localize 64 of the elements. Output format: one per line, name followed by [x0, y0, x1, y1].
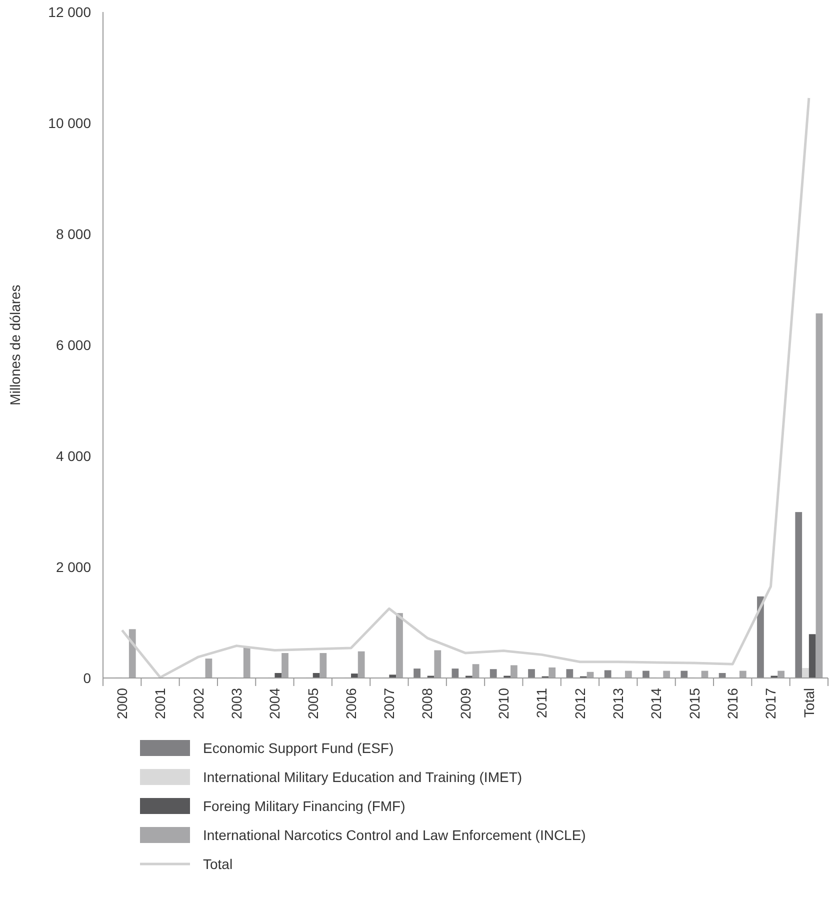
x-tick-label: 2006	[342, 688, 359, 720]
x-tick-label: 2004	[266, 688, 283, 720]
x-tick-label: 2010	[496, 688, 512, 720]
legend-label: Economic Support Fund (ESF)	[203, 740, 394, 756]
y-tick-label: 10 000	[48, 114, 92, 131]
bar	[205, 658, 212, 678]
legend-label: International Narcotics Control and Law Enforcement (INCLE)	[203, 826, 586, 843]
bar	[663, 670, 670, 678]
legend-label: International Military Education and Training (IMET)	[203, 768, 522, 785]
y-tick-label: 2 000	[56, 558, 92, 575]
x-tick-label: Total	[800, 688, 817, 718]
x-tick-label: 2014	[648, 688, 664, 720]
bar	[604, 670, 612, 678]
x-tick-label: 2002	[190, 688, 206, 720]
y-tick-label: 4 000	[56, 448, 92, 464]
bar	[795, 512, 802, 678]
y-tick-label: 8 000	[56, 226, 92, 242]
y-tick-label: 12 000	[48, 4, 92, 20]
x-tick-label: 2007	[381, 688, 398, 720]
x-tick-label: 2008	[419, 688, 436, 720]
x-tick-label: 2001	[152, 688, 168, 720]
bar	[528, 669, 535, 678]
x-tick-label: 2016	[724, 688, 741, 720]
bar	[802, 668, 809, 678]
bar	[282, 653, 288, 678]
y-axis-title: Millones de dólares	[7, 284, 23, 406]
x-tick-label: 2009	[457, 688, 474, 720]
bar	[389, 674, 396, 678]
bar	[548, 667, 556, 678]
x-tick-label: 2012	[572, 688, 588, 720]
x-tick-label: 2000	[114, 688, 130, 720]
x-tick-label: 2011	[534, 688, 550, 718]
bar	[566, 669, 574, 678]
bar	[757, 596, 764, 678]
bar	[243, 646, 250, 678]
x-tick-label: 2003	[228, 688, 244, 720]
bar	[625, 670, 632, 678]
bar	[414, 668, 420, 678]
bar	[490, 669, 497, 678]
x-tick-label: 2017	[762, 688, 779, 720]
bar	[452, 668, 459, 678]
x-tick-label: 2005	[304, 688, 321, 720]
y-tick-label: 0	[83, 670, 92, 686]
bar	[351, 674, 358, 678]
x-tick-label: 2013	[610, 688, 626, 720]
bar	[320, 653, 327, 678]
bar	[510, 665, 518, 678]
bar	[808, 634, 816, 678]
bar	[274, 673, 282, 678]
line-series	[120, 96, 810, 679]
bar	[778, 670, 784, 678]
bar	[680, 670, 688, 678]
bar	[434, 650, 442, 678]
bar	[358, 651, 365, 678]
y-tick-label: 6 000	[56, 336, 92, 353]
x-tick-label: 2015	[686, 688, 702, 720]
bar	[739, 670, 746, 678]
bar	[472, 664, 480, 678]
bar	[396, 613, 403, 678]
legend-label: Foreing Military Financing (FMF)	[203, 798, 406, 814]
legend-label: Total	[203, 856, 233, 872]
bar	[642, 670, 650, 678]
bar	[128, 629, 136, 678]
bar	[816, 313, 823, 678]
